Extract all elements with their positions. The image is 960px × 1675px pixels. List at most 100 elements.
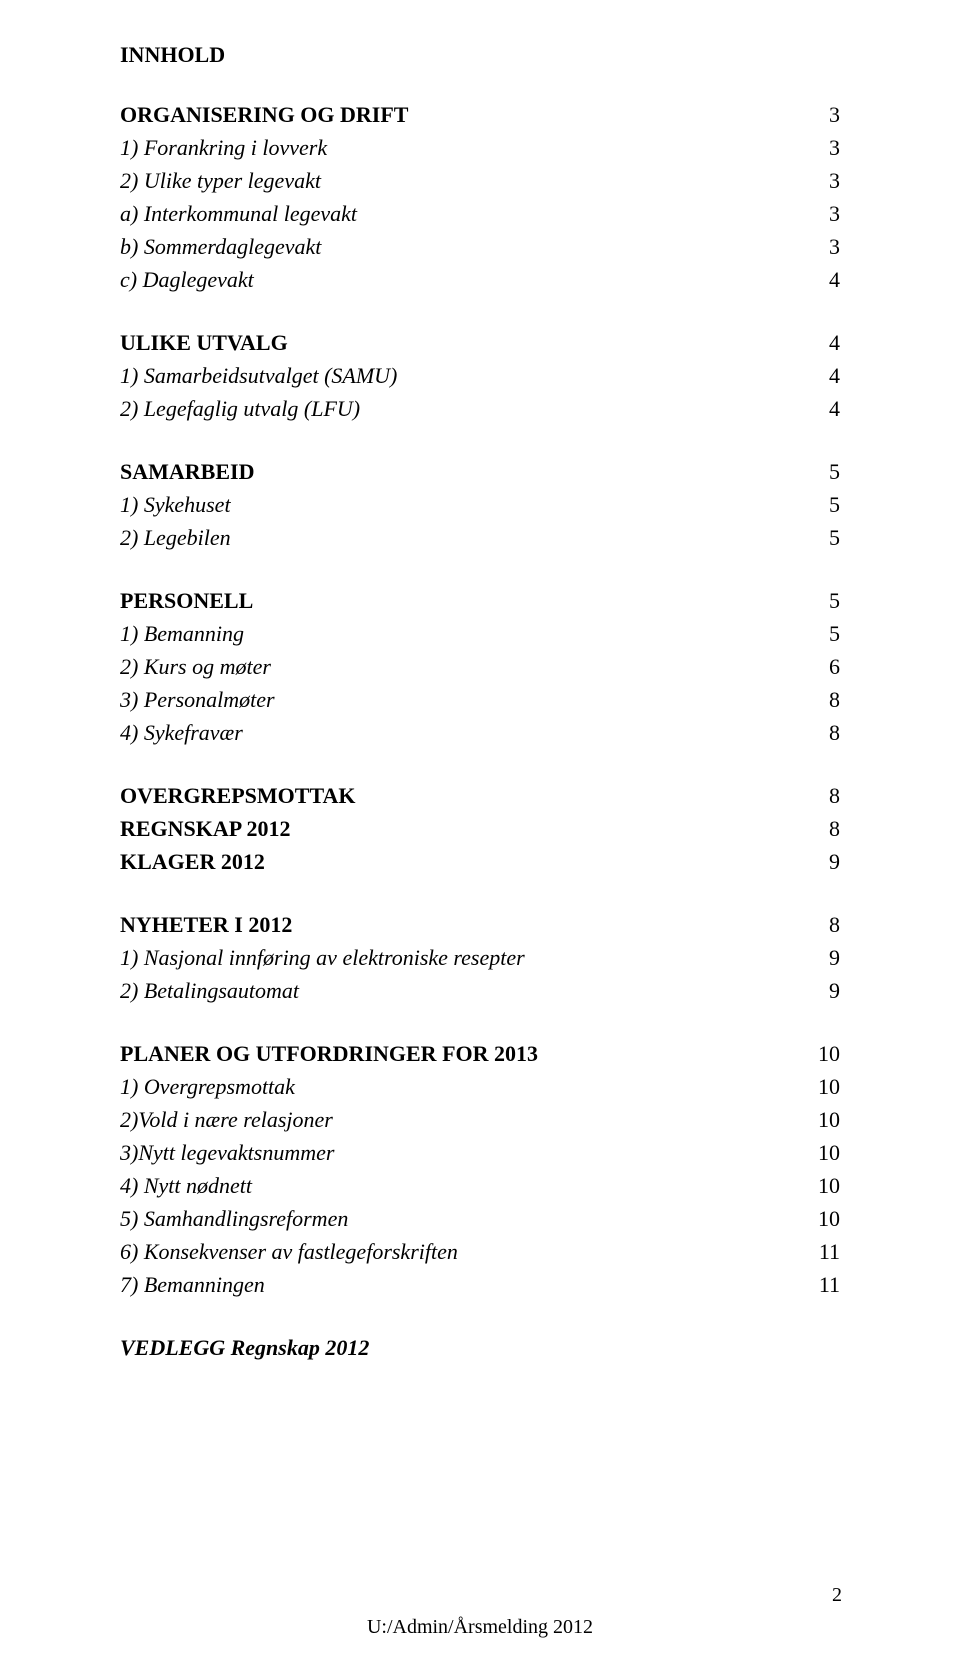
toc-page-number: 8 [817, 779, 840, 812]
toc-row: 2) Kurs og møter 6 [120, 650, 840, 683]
toc-row: 3)Nytt legevaktsnummer 10 [120, 1136, 840, 1169]
toc-row: 2) Betalingsautomat 9 [120, 974, 840, 1007]
toc-row: 1) Overgrepsmottak 10 [120, 1070, 840, 1103]
toc-label: 1) Nasjonal innføring av elektroniske re… [120, 941, 525, 974]
toc-label: 4) Nytt nødnett [120, 1169, 252, 1202]
toc-row: 1) Samarbeidsutvalget (SAMU) 4 [120, 359, 840, 392]
toc-page-number: 10 [806, 1136, 840, 1169]
toc-page-number: 3 [817, 98, 840, 131]
toc-page-number: 3 [817, 164, 840, 197]
toc-page-number: 3 [817, 131, 840, 164]
toc-page-number: 8 [817, 716, 840, 749]
toc-row: 5) Samhandlingsreformen 10 [120, 1202, 840, 1235]
toc-row: REGNSKAP 20128 [120, 812, 840, 845]
section-gap [120, 1007, 840, 1037]
toc-page-number: 8 [817, 812, 840, 845]
toc-page-number: 10 [806, 1103, 840, 1136]
page-number: 2 [832, 1584, 842, 1607]
toc-label: 1) Overgrepsmottak [120, 1070, 295, 1103]
toc-label: 3) Personalmøter [120, 683, 275, 716]
toc-label: ULIKE UTVALG [120, 326, 288, 359]
toc-page-number: 8 [817, 908, 840, 941]
toc-label: 5) Samhandlingsreformen [120, 1202, 348, 1235]
toc-label: NYHETER I 2012 [120, 908, 292, 941]
toc-label: 3)Nytt legevaktsnummer [120, 1136, 334, 1169]
toc-page-number: 10 [806, 1202, 840, 1235]
toc-page-number: 11 [807, 1235, 840, 1268]
toc-page-number: 5 [817, 584, 840, 617]
section-gap [120, 425, 840, 455]
document-title: INNHOLD [120, 42, 840, 68]
toc-page-number: 4 [817, 359, 840, 392]
toc-page-number: 9 [817, 845, 840, 878]
toc-label: 7) Bemanningen [120, 1268, 265, 1301]
toc-label: OVERGREPSMOTTAK [120, 779, 356, 812]
toc-page-number: 8 [817, 683, 840, 716]
toc-page-number: 5 [817, 521, 840, 554]
toc-row: 2) Legebilen 5 [120, 521, 840, 554]
toc-label: 2) Legefaglig utvalg (LFU) [120, 392, 360, 425]
toc-row: 2)Vold i nære relasjoner10 [120, 1103, 840, 1136]
toc-label: ORGANISERING OG DRIFT [120, 98, 408, 131]
toc-label: 1) Sykehuset [120, 488, 231, 521]
toc-label: 6) Konsekvenser av fastlegeforskriften [120, 1235, 458, 1268]
toc-label: PERSONELL [120, 584, 253, 617]
toc-label: 4) Sykefravær [120, 716, 243, 749]
toc-row: 3) Personalmøter 8 [120, 683, 840, 716]
toc-label: SAMARBEID [120, 455, 254, 488]
toc-page-number: 9 [817, 974, 840, 1007]
toc-row: 1) Bemanning 5 [120, 617, 840, 650]
table-of-contents: ORGANISERING OG DRIFT31) Forankring i lo… [120, 98, 840, 1364]
toc-row: SAMARBEID 5 [120, 455, 840, 488]
footer-path: U:/Admin/Årsmelding 2012 [0, 1616, 960, 1639]
toc-label: PLANER OG UTFORDRINGER FOR 2013 [120, 1037, 538, 1070]
toc-row: ORGANISERING OG DRIFT 3 [120, 98, 840, 131]
toc-row: KLAGER 20129 [120, 845, 840, 878]
toc-page-number: 3 [817, 197, 840, 230]
toc-row: OVERGREPSMOTTAK 8 [120, 779, 840, 812]
toc-page-number: 10 [806, 1169, 840, 1202]
toc-label: 1) Bemanning [120, 617, 244, 650]
toc-page-number: 10 [806, 1070, 840, 1103]
section-gap [120, 878, 840, 908]
section-gap [120, 554, 840, 584]
toc-row: 1) Sykehuset 5 [120, 488, 840, 521]
toc-row: 1) Nasjonal innføring av elektroniske re… [120, 941, 840, 974]
toc-label: VEDLEGG Regnskap 2012 [120, 1331, 369, 1364]
toc-row: 4) Nytt nødnett 10 [120, 1169, 840, 1202]
toc-page-number: 4 [817, 263, 840, 296]
toc-label: 1) Forankring i lovverk [120, 131, 327, 164]
toc-label: 2) Kurs og møter [120, 650, 271, 683]
toc-page-number: 3 [817, 230, 840, 263]
toc-page-number: 9 [817, 941, 840, 974]
section-gap [120, 296, 840, 326]
toc-page-number: 4 [817, 326, 840, 359]
toc-label: c) Daglegevakt [120, 263, 254, 296]
toc-label: 1) Samarbeidsutvalget (SAMU) [120, 359, 397, 392]
toc-row: NYHETER I 2012 8 [120, 908, 840, 941]
toc-page-number: 5 [817, 617, 840, 650]
toc-label: b) Sommerdaglegevakt [120, 230, 321, 263]
toc-label: 2) Betalingsautomat [120, 974, 299, 1007]
toc-page-number: 6 [817, 650, 840, 683]
toc-page-number: 5 [817, 455, 840, 488]
toc-row: a) Interkommunal legevakt 3 [120, 197, 840, 230]
toc-row: PERSONELL 5 [120, 584, 840, 617]
toc-row: b) Sommerdaglegevakt 3 [120, 230, 840, 263]
toc-row: ULIKE UTVALG 4 [120, 326, 840, 359]
toc-row: 4) Sykefravær 8 [120, 716, 840, 749]
toc-row: 7) Bemanningen 11 [120, 1268, 840, 1301]
toc-label: 2) Legebilen [120, 521, 231, 554]
toc-row: c) Daglegevakt 4 [120, 263, 840, 296]
toc-row: 2) Ulike typer legevakt3 [120, 164, 840, 197]
toc-row: PLANER OG UTFORDRINGER FOR 201310 [120, 1037, 840, 1070]
toc-page-number: 11 [807, 1268, 840, 1301]
section-gap [120, 1301, 840, 1331]
toc-row: 6) Konsekvenser av fastlegeforskriften 11 [120, 1235, 840, 1268]
toc-row: 2) Legefaglig utvalg (LFU) 4 [120, 392, 840, 425]
toc-row: 1) Forankring i lovverk 3 [120, 131, 840, 164]
toc-label: a) Interkommunal legevakt [120, 197, 357, 230]
toc-page-number: 4 [817, 392, 840, 425]
toc-page-number: 5 [817, 488, 840, 521]
section-gap [120, 749, 840, 779]
